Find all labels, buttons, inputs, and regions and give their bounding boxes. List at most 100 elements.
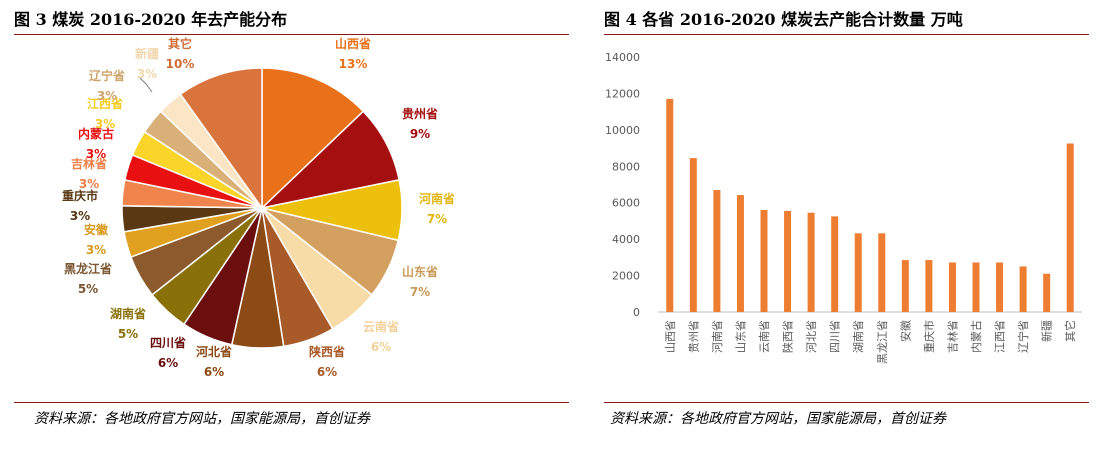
x-category-label: 江西省 [994, 320, 1007, 353]
pie-label-name: 内蒙古 [78, 126, 114, 141]
pie-label-pct: 7% [427, 212, 447, 226]
x-category-group: 四川省 [829, 320, 842, 353]
bar [1066, 143, 1074, 312]
x-category-group: 吉林省 [945, 320, 959, 353]
pie-label-pct: 6% [317, 365, 337, 379]
x-category-group: 辽宁省 [1016, 320, 1030, 353]
pie-label-pct: 3% [86, 147, 106, 161]
pie-label-pct: 3% [70, 209, 90, 223]
x-category-label: 河南省 [711, 320, 724, 353]
x-category-label: 山东省 [734, 320, 747, 353]
pie-label-pct: 5% [118, 327, 138, 341]
x-category-label: 内蒙古 [969, 320, 983, 353]
y-tick-label: 8000 [612, 160, 640, 173]
x-category-group: 山西省 [664, 320, 677, 353]
y-tick-label: 10000 [605, 124, 640, 137]
pie-label-name: 其它 [168, 36, 192, 51]
x-category-group: 河北省 [805, 320, 818, 353]
pie-label-pct: 7% [410, 285, 430, 299]
pie-label-name: 河北省 [195, 344, 232, 359]
x-category-group: 新疆 [1040, 320, 1054, 342]
pie-label-name: 云南省 [363, 319, 399, 334]
pie-label-name: 河南省 [418, 191, 455, 206]
x-category-label: 云南省 [758, 320, 771, 353]
x-category-group: 山东省 [734, 320, 747, 353]
bar [972, 262, 980, 312]
pie-label-pct: 13% [339, 57, 368, 71]
y-tick-label: 2000 [612, 270, 640, 283]
x-category-group: 湖南省 [852, 320, 865, 353]
bar [901, 260, 909, 312]
bar [713, 189, 721, 312]
x-category-label: 其它 [1063, 320, 1077, 342]
bar-title-rule [604, 34, 1089, 35]
bar [925, 260, 933, 312]
x-category-label: 山西省 [664, 320, 677, 353]
pie-label-pct: 6% [371, 340, 391, 354]
x-category-label: 新疆 [1040, 320, 1054, 342]
y-tick-label: 12000 [605, 87, 640, 100]
pie-label-name: 江西省 [87, 96, 123, 111]
pie-label-name: 山东省 [402, 264, 438, 279]
pie-label-pct: 6% [158, 356, 178, 370]
y-tick-label: 6000 [612, 197, 640, 210]
x-category-label: 贵州省 [687, 320, 700, 353]
x-category-label: 安徽 [898, 320, 912, 342]
bar [1019, 266, 1027, 312]
pie-slice-0 [261, 67, 365, 210]
bar [878, 233, 886, 312]
bar [831, 216, 839, 313]
x-category-group: 内蒙古 [969, 320, 983, 353]
pie-label-name: 重庆市 [62, 188, 98, 203]
pie-label-name: 陕西省 [309, 344, 345, 359]
bar [760, 210, 768, 312]
x-category-label: 四川省 [829, 320, 842, 353]
y-tick-label: 4000 [612, 233, 640, 246]
bar [689, 158, 697, 312]
x-category-label: 湖南省 [852, 320, 865, 353]
x-category-group: 安徽 [898, 320, 912, 342]
bar [666, 98, 674, 312]
x-category-group: 其它 [1063, 320, 1077, 342]
pie-label-pct: 9% [410, 127, 430, 141]
pie-label-name: 贵州省 [402, 106, 438, 121]
pie-leader-line [139, 77, 153, 93]
pie-label-pct: 3% [79, 177, 99, 191]
pie-label-name: 湖南省 [110, 306, 146, 321]
pie-label-pct: 3% [97, 89, 117, 103]
x-category-label: 河北省 [805, 320, 818, 353]
pie-label-pct: 3% [95, 117, 115, 131]
pie-chart: 山西省 13% 贵州省 9% 河南省 7% 山东省 7% 云南省 6% 陕西省 6% 河北省 6% 四川省 6… [62, 36, 455, 379]
bar [736, 195, 744, 312]
y-tick-label: 0 [633, 306, 640, 319]
pie-label-pct: 3% [86, 243, 106, 257]
bar-source-note: 资料来源：各地政府官方网站，国家能源局，首创证券 [610, 411, 946, 427]
x-category-label: 重庆市 [922, 320, 936, 353]
x-category-label: 黑龙江省 [876, 320, 889, 364]
pie-label-name: 四川省 [150, 335, 186, 350]
x-category-group: 河南省 [711, 320, 724, 353]
x-category-label: 陕西省 [781, 320, 795, 353]
pie-label-name: 安徽 [84, 222, 109, 237]
x-category-group: 江西省 [994, 320, 1007, 353]
pie-label-name: 山西省 [335, 36, 371, 51]
x-category-group: 黑龙江省 [876, 320, 889, 364]
pie-label-pct: 6% [204, 365, 224, 379]
pie-label-name: 黑龙江省 [64, 261, 112, 276]
pie-source-rule [14, 402, 569, 403]
bar [854, 233, 862, 312]
pie-chart-title: 图 3 煤炭 2016-2020 年去产能分布 [14, 10, 288, 29]
pie-source-note: 资料来源：各地政府官方网站，国家能源局，首创证券 [34, 411, 370, 427]
pie-label-name: 辽宁省 [89, 68, 125, 83]
pie-slice-17 [179, 67, 263, 211]
pie-label-name: 吉林省 [71, 156, 107, 171]
x-category-group: 陕西省 [781, 320, 795, 353]
bar [784, 210, 792, 312]
x-category-group: 重庆市 [922, 320, 936, 353]
y-tick-label: 14000 [605, 51, 640, 64]
bar [807, 212, 815, 312]
bar-source-rule [604, 402, 1089, 403]
x-category-group: 云南省 [758, 320, 771, 353]
x-category-group: 贵州省 [687, 320, 700, 353]
pie-label-name: 新疆 [135, 46, 159, 61]
